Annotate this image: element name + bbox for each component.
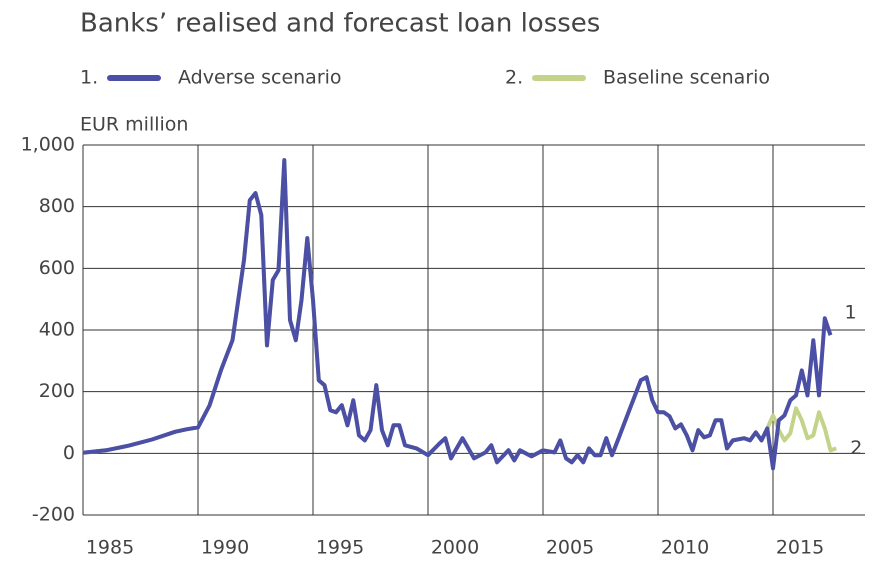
chart-title: Banks’ realised and forecast loan losses bbox=[80, 9, 600, 39]
x-tick-label: 1985 bbox=[86, 537, 134, 559]
series-line bbox=[82, 158, 837, 465]
y-tick-label: 800 bbox=[39, 195, 75, 217]
legend-prefix: 1. bbox=[80, 67, 98, 89]
x-tick-label: 1990 bbox=[201, 537, 249, 559]
legend-label: Baseline scenario bbox=[603, 67, 770, 89]
y-tick-label: 0 bbox=[63, 442, 75, 464]
legend-prefix: 2. bbox=[505, 67, 523, 89]
y-tick-label: 600 bbox=[39, 257, 75, 279]
x-tick-label: 2005 bbox=[546, 537, 594, 559]
x-tick-label: 2015 bbox=[776, 537, 824, 559]
y-axis-label: EUR million bbox=[80, 114, 188, 136]
x-tick-label: 1995 bbox=[316, 537, 364, 559]
series-line bbox=[82, 158, 833, 471]
legend-label: Adverse scenario bbox=[178, 67, 342, 89]
series-annotation: 2 bbox=[850, 437, 862, 459]
y-tick-label: 200 bbox=[39, 380, 75, 402]
y-tick-label: 1,000 bbox=[21, 134, 75, 156]
x-tick-label: 2000 bbox=[431, 537, 479, 559]
x-tick-label: 2010 bbox=[661, 537, 709, 559]
series-annotation: 1 bbox=[845, 302, 857, 324]
y-tick-label: -200 bbox=[32, 504, 75, 526]
y-tick-label: 400 bbox=[39, 319, 75, 341]
